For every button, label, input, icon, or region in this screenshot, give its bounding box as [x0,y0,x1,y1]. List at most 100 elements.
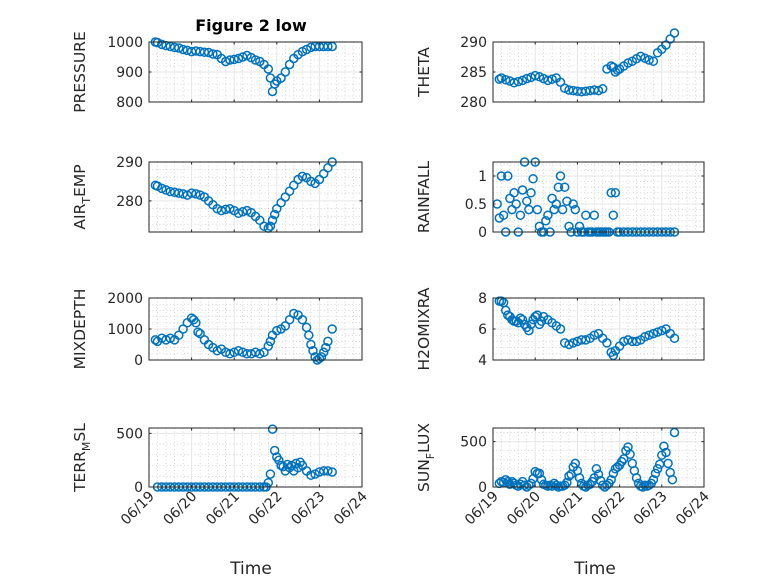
y-axis-label: TERRMSL [71,423,93,493]
axes-box [492,427,705,488]
data-point [289,308,299,319]
y-tick-label: 900 [116,65,143,81]
data-point [191,189,201,199]
data-point [597,84,608,94]
data-point [532,204,543,215]
y-tick-label: 0 [478,225,487,241]
y-axis-label: MIXDEPTH [71,289,89,370]
data-point [616,456,627,467]
data-point [610,188,621,198]
data-point [265,336,276,347]
data-point [517,185,528,195]
data-point [570,204,581,215]
data-point [169,42,180,53]
data-point [581,335,591,345]
data-point [263,341,274,351]
y-tick-label: 0.5 [465,197,487,213]
data-point [555,324,566,334]
data-point [263,64,274,74]
y-tick-label: 290 [460,35,487,51]
data-point [500,75,511,85]
data-point [602,338,612,348]
data-point [269,445,280,456]
data-point [515,313,526,323]
data-point [323,336,333,347]
y-axis-label: H2OMIXRA [415,287,433,370]
data-point [648,56,659,66]
y-tick-label: 1000 [107,322,143,338]
x-tick-label: 06/23 [631,489,671,529]
data-point [280,67,291,77]
data-point [250,55,261,65]
data-point [193,327,203,337]
data-point [306,470,316,480]
data-point [528,174,538,184]
data-point [526,188,536,198]
y-tick-label: 8 [478,291,487,307]
data-point [265,469,276,479]
data-point [551,199,562,209]
y-tick-label: 4 [478,353,487,369]
data-point [157,39,167,50]
data-point [195,328,205,339]
x-tick-label: 06/23 [288,489,328,529]
data-point [323,466,333,476]
x-tick-label: 06/20 [161,489,201,529]
y-axis-label: AIRTEMP [71,164,93,229]
data-point [327,324,337,334]
data-point [267,215,278,226]
data-point [509,188,519,198]
axes-box [148,161,363,233]
data-point [650,468,661,479]
data-point [640,332,650,342]
data-point [644,55,654,65]
data-point [225,55,235,65]
data-point [165,333,176,344]
data-point [161,185,171,195]
data-point [203,47,214,58]
subplot-theta: 280 285 290 THETA [415,28,705,111]
data-point [511,199,521,209]
data-point [220,56,231,67]
data-point [661,447,671,458]
data-point [297,314,308,325]
data-point [157,183,167,194]
data-point [316,352,327,362]
data-point [625,449,635,460]
data-point [280,321,291,331]
data-point [608,468,619,479]
data-point [150,335,161,345]
data-point [174,188,184,198]
data-point [274,455,284,465]
data-point [543,75,553,86]
data-point [174,330,184,340]
data-point [496,171,507,181]
data-point [667,474,678,485]
data-point [233,53,244,64]
x-tick-label: 06/20 [504,489,544,529]
data-point [259,347,269,358]
axes-box [148,427,363,488]
subplot-rainfall: 0 0.5 1 RAINFALL [415,157,705,241]
data-point [564,221,574,232]
data-point [152,37,163,48]
data-point [663,458,673,469]
x-tick-label: 06/24 [673,488,713,528]
data-point [657,325,667,336]
data-point [589,330,600,340]
data-point [308,345,318,356]
subplot-air-temp: 280 290 AIRTEMP [71,155,363,233]
data-point [517,314,528,325]
data-point [574,473,585,483]
x-tick-label: 06/21 [546,489,586,529]
data-point [608,210,619,220]
data-point [169,187,180,198]
data-point [631,473,642,483]
data-point [212,345,222,356]
y-tick-label: 800 [116,95,143,111]
data-point [306,339,316,350]
data-point [669,28,680,38]
y-tick-label: 6 [478,322,487,338]
